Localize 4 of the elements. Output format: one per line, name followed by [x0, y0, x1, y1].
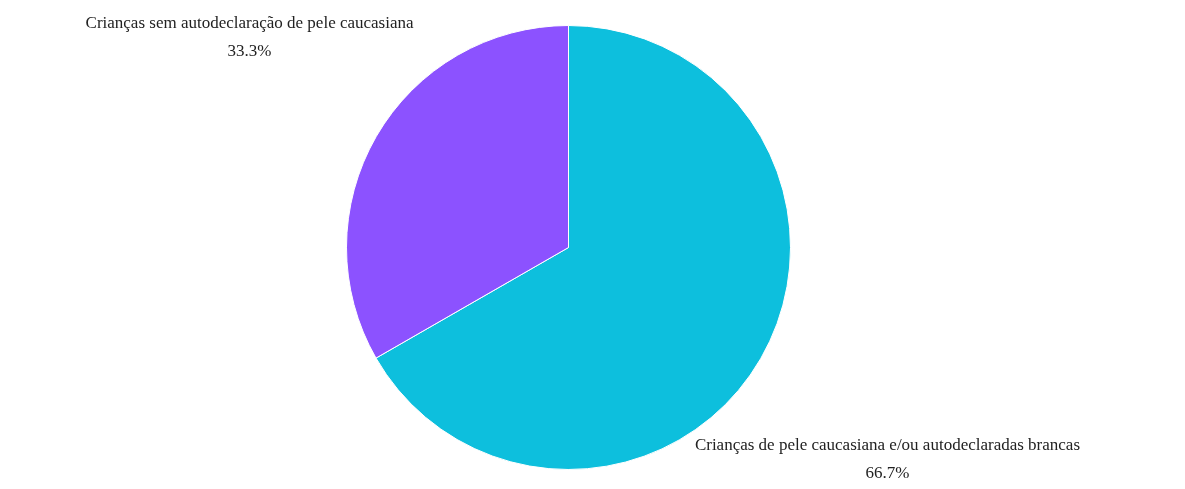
slice-label: Crianças sem autodeclaração de pele caucasiana: [85, 12, 414, 32]
data-label: 33.3%: [227, 40, 272, 60]
data-label: 66.7%: [865, 463, 910, 483]
slice-label: Crianças de pele caucasiana e/ou autodeclaradas brancas: [694, 435, 1081, 455]
